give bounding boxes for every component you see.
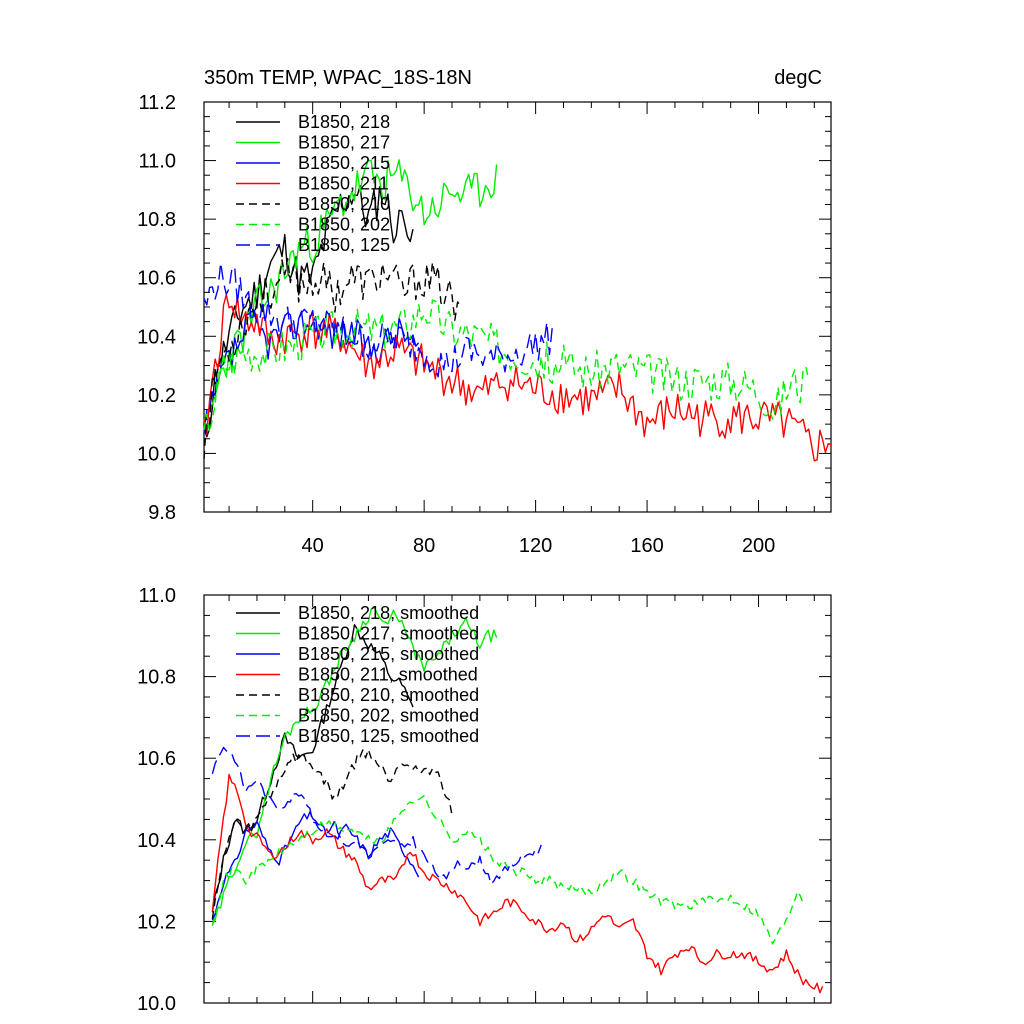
- series-line: [203, 257, 461, 459]
- y-tick-label: 10.0: [137, 993, 176, 1015]
- x-tick-label: 80: [413, 535, 435, 557]
- y-tick-label: 11.0: [139, 585, 176, 607]
- series-line: [211, 773, 824, 994]
- y-tick-label: 10.4: [137, 830, 176, 852]
- series-line: [203, 299, 810, 434]
- x-tick-label: 40: [302, 535, 324, 557]
- legend-label: B1850, 211: [298, 174, 389, 194]
- series-lines: [211, 605, 824, 994]
- series-line: [211, 795, 804, 945]
- legend-label: B1850, 218, smoothed: [298, 603, 479, 623]
- y-tick-label: 10.4: [137, 326, 176, 348]
- series-line: [211, 811, 420, 921]
- x-tick-label: 160: [630, 535, 663, 557]
- series-line: [203, 262, 553, 378]
- y-tick-label: 11.2: [139, 92, 176, 114]
- series-line: [211, 746, 542, 885]
- y-tick-label: 10.6: [137, 748, 176, 770]
- legend-label: B1850, 215: [298, 153, 390, 173]
- chart-title: 350m TEMP, WPAC_18S-18N: [204, 67, 472, 89]
- legend-label: B1850, 217, smoothed: [298, 624, 479, 644]
- y-tick-label: 10.2: [137, 911, 176, 933]
- y-tick-labels: 9.8 10.0 10.2 10.4 10.6 10.8 11.0 11.2: [137, 92, 176, 524]
- series-line: [203, 309, 420, 434]
- legend-label: B1850, 215, smoothed: [298, 644, 479, 664]
- y-tick-labels: 10.0 10.2 10.4 10.6 10.8 11.0: [137, 585, 176, 1015]
- chart-panel-top: 350m TEMP, WPAC_18S-18N degC 9.8 10.0 10.2…: [137, 67, 832, 557]
- series-line: [203, 185, 414, 438]
- legend-label: B1850, 202, smoothed: [298, 706, 479, 726]
- y-tick-label: 10.8: [137, 667, 176, 689]
- y-tick-label: 10.6: [137, 268, 176, 290]
- legend-label: B1850, 210: [298, 194, 390, 214]
- series-line: [211, 748, 453, 920]
- x-tick-label: 120: [519, 535, 552, 557]
- legend-label: B1850, 202: [298, 215, 390, 235]
- x-tick-labels: 40 80 120 160 200: [302, 535, 776, 557]
- legend-label: B1850, 125: [298, 235, 390, 255]
- axis-ticks: [204, 594, 831, 1004]
- legend-label: B1850, 125, smoothed: [298, 726, 479, 746]
- legend-label: B1850, 217: [298, 133, 390, 153]
- y-tick-label: 10.8: [137, 209, 176, 231]
- y-tick-label: 10.0: [137, 443, 176, 465]
- x-tick-label: 200: [742, 535, 775, 557]
- y-tick-label: 11.0: [139, 151, 176, 173]
- series-line: [211, 605, 498, 925]
- units-label: degC: [774, 67, 822, 89]
- series-line: [203, 294, 832, 462]
- series-lines: [203, 159, 832, 462]
- y-tick-label: 9.8: [148, 502, 176, 524]
- chart-panel-bottom: 10.0 10.2 10.4 10.6 10.8 11.0 B1850, 218, smo…: [137, 585, 832, 1015]
- series-line: [211, 624, 414, 913]
- legend-label: B1850, 210, smoothed: [298, 685, 479, 705]
- legend-label: B1850, 218: [298, 112, 390, 132]
- y-tick-label: 10.2: [137, 385, 176, 407]
- legend-label: B1850, 211, smoothed: [298, 665, 478, 685]
- series-line: [203, 159, 498, 422]
